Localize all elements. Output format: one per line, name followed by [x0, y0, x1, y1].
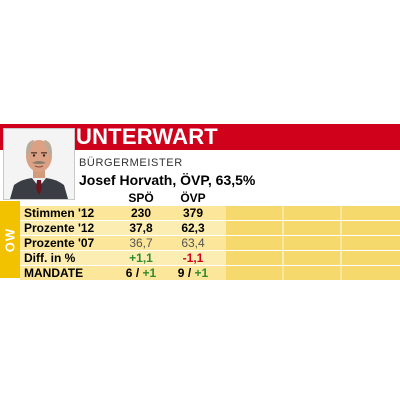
- empty-cell: [284, 206, 340, 220]
- election-result-card: UNTERWART BÜRGER: [0, 124, 400, 281]
- table-row: Prozente '07 36,7 63,4: [20, 236, 400, 251]
- empty-cell: [284, 236, 340, 250]
- row-label: Prozente '12: [24, 221, 95, 235]
- row-label: MANDATE: [24, 266, 84, 280]
- table-row: Diff. in % +1,1 -1,1: [20, 251, 400, 266]
- mandate-separator: /: [135, 266, 140, 280]
- table-header: SPÖ ÖVP: [20, 191, 400, 205]
- cell-value: 379: [182, 206, 204, 220]
- row-label: Prozente '07: [24, 236, 95, 250]
- empty-cell: [226, 251, 282, 265]
- empty-cell: [342, 221, 400, 235]
- column-header-oevp: ÖVP: [180, 191, 206, 205]
- mandate-diff: +1: [194, 266, 209, 280]
- region-strip: OW: [0, 201, 20, 278]
- empty-cell: [284, 251, 340, 265]
- table-row: Prozente '12 37,8 62,3: [20, 221, 400, 236]
- cell-value: 230: [130, 206, 152, 220]
- cell-value: 62,3: [181, 221, 205, 235]
- mandate-separator: /: [187, 266, 192, 280]
- empty-cell: [226, 236, 282, 250]
- mandate-count: 6: [125, 266, 133, 280]
- cell-value: +1,1: [129, 251, 153, 265]
- mandate-cell: 6 / +1: [116, 266, 166, 280]
- empty-cell: [342, 236, 400, 250]
- mandate-cell: 9 / +1: [168, 266, 218, 280]
- empty-cell: [342, 251, 400, 265]
- empty-cell: [226, 266, 282, 280]
- portrait-image: [4, 129, 74, 199]
- table-row: MANDATE 6 / +1 9 / +1: [20, 266, 400, 281]
- cell-value: -1,1: [182, 251, 204, 265]
- cell-value: 37,8: [129, 221, 153, 235]
- row-label: Stimmen '12: [24, 206, 95, 220]
- table-row: Stimmen '12 230 379: [20, 206, 400, 221]
- empty-cell: [284, 221, 340, 235]
- column-header-spoe: SPÖ: [128, 191, 154, 205]
- empty-cell: [226, 206, 282, 220]
- mandate-count: 9: [177, 266, 185, 280]
- mandate-diff: +1: [142, 266, 157, 280]
- empty-cell: [226, 221, 282, 235]
- empty-cell: [284, 266, 340, 280]
- cell-value: 63,4: [181, 236, 205, 250]
- empty-cell: [342, 206, 400, 220]
- empty-cell: [342, 266, 400, 280]
- municipality-title: UNTERWART: [76, 124, 218, 149]
- mayor-photo: [3, 128, 75, 200]
- row-label: Diff. in %: [24, 251, 76, 265]
- mayor-name: Josef Horvath, ÖVP, 63,5%: [79, 172, 256, 188]
- region-label: OW: [2, 227, 18, 252]
- cell-value: 36,7: [129, 236, 153, 250]
- mayor-role: BÜRGERMEISTER: [79, 157, 183, 169]
